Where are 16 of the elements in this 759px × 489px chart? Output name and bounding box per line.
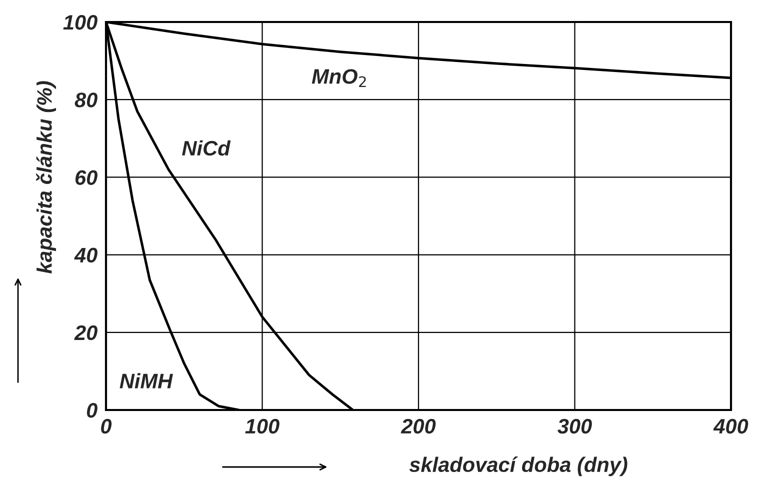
annotation: NiCd [182,140,231,156]
x-tick-label: 300 [558,418,592,434]
y-tick-label: 60 [75,170,98,185]
x-tick-label: 0 [101,418,112,434]
y-tick-label: 100 [63,15,98,30]
x-tick-label: 200 [400,418,436,434]
x-axis-title: skladovací doba (dny) [409,456,628,476]
x-tick-label: 400 [713,418,748,434]
annotation: NiMH [120,373,173,388]
x-tick-label: 100 [245,418,280,434]
y-tick-label: 80 [74,92,98,108]
annotation: MnO$_{2}$ [312,69,366,88]
y-tick-label: 40 [74,248,98,263]
y-tick-label: 20 [74,325,98,340]
y-tick-label: 0 [86,403,98,418]
y-axis-title: kapacita článku (%) [36,81,56,274]
